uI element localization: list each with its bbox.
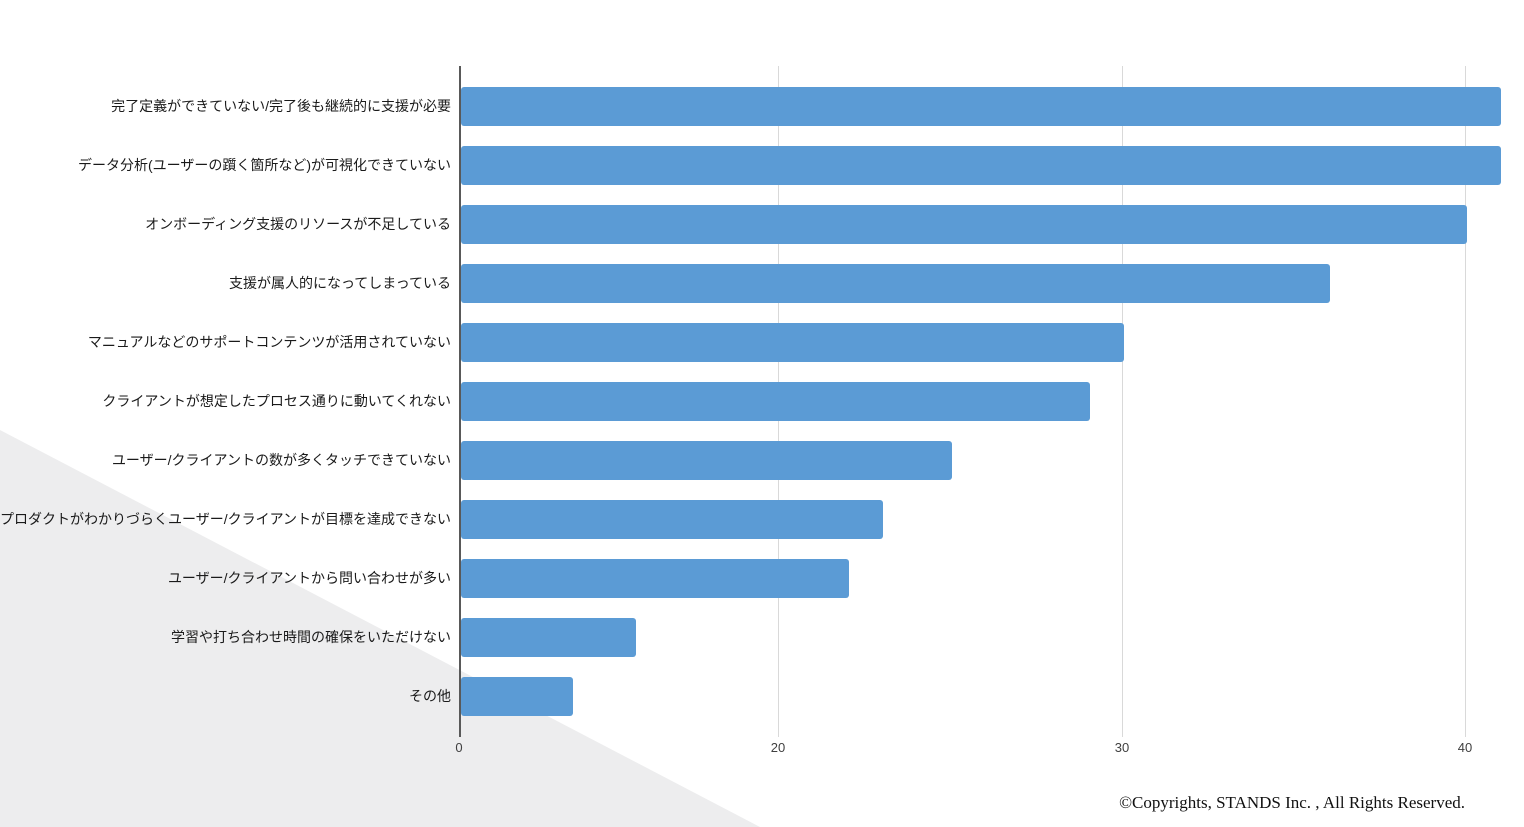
category-label: その他: [409, 688, 451, 704]
category-label: プロダクトがわかりづらくユーザー/クライアントが目標を達成できない: [0, 511, 452, 527]
category-label: マニュアルなどのサポートコンテンツが活用されていない: [87, 334, 451, 350]
category-label: ユーザー/クライアントから問い合わせが多い: [167, 570, 451, 586]
bar: [461, 677, 573, 716]
category-label: オンボーディング支援のリソースが不足している: [145, 216, 451, 232]
bar: [461, 205, 1467, 244]
category-label: ユーザー/クライアントの数が多くタッチできていない: [111, 452, 451, 468]
bar: [461, 441, 952, 480]
category-label: 支援が属人的になってしまっている: [228, 275, 451, 291]
bar: [461, 323, 1124, 362]
category-label: データ分析(ユーザーの躓く箇所など)が可視化できていない: [77, 157, 451, 173]
bar: [461, 382, 1090, 421]
x-tick-label: 40: [1457, 740, 1473, 755]
bar: [461, 559, 849, 598]
category-label: 完了定義ができていない/完了後も継続的に支援が必要: [111, 98, 451, 114]
gridline: [1122, 66, 1123, 737]
x-tick-label: 30: [1114, 740, 1130, 755]
y-axis-line: [459, 66, 461, 737]
bar: [461, 146, 1501, 185]
gridline: [1465, 66, 1466, 737]
bar: [461, 87, 1501, 126]
x-tick-label: 20: [770, 740, 786, 755]
category-label: 学習や打ち合わせ時間の確保をいただけない: [171, 629, 451, 645]
copyright-text: ©Copyrights, STANDS Inc. , All Rights Re…: [1119, 793, 1465, 812]
category-label: クライアントが想定したプロセス通りに動いてくれない: [102, 393, 451, 409]
x-tick-label: 0: [455, 740, 463, 755]
bar: [461, 264, 1330, 303]
bar: [461, 500, 883, 539]
bar: [461, 618, 636, 657]
